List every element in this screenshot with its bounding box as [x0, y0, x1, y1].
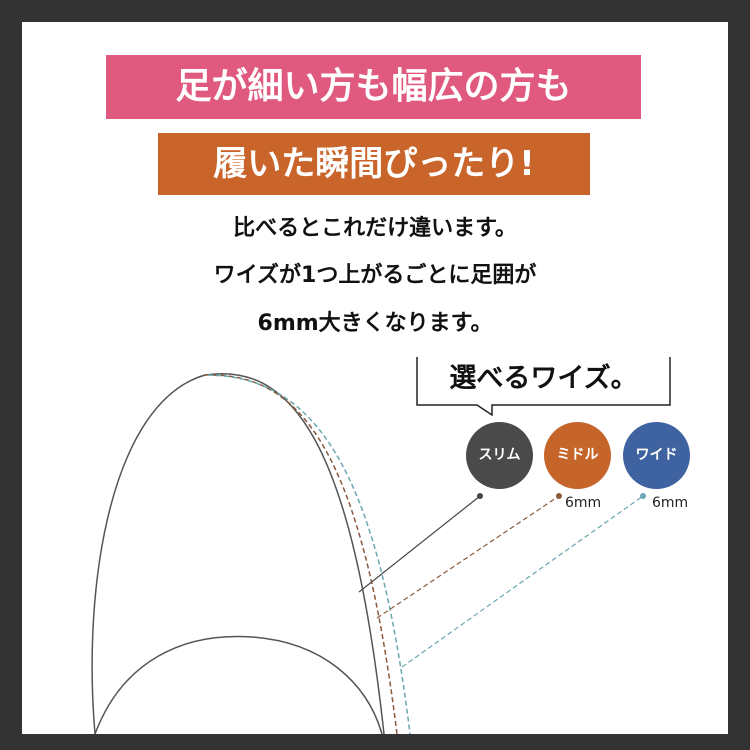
- wide-step-label: 6mm: [652, 495, 689, 511]
- callout-title: 選べるワイズ。: [449, 363, 638, 394]
- lead-line1: 比べるとこれだけ違います。: [233, 216, 517, 241]
- shoe-outline-diagram: [91, 357, 671, 734]
- headline-line2: 履いた瞬間ぴったり!: [158, 133, 590, 195]
- headline-line1: 足が細い方も幅広の方も: [106, 55, 641, 119]
- middle-step-label: 6mm: [565, 495, 602, 511]
- shoe-insole-outline: [94, 635, 383, 734]
- callout-bubble: [416, 357, 671, 417]
- wide-leader: [401, 495, 644, 668]
- width-middle-badge: ミドル: [544, 422, 611, 489]
- lead-line2: ワイズが1つ上がるごとに足囲が: [213, 263, 537, 288]
- shoe-middle-outline: [204, 374, 398, 734]
- lead-line3: 6mm大きくなります。: [257, 311, 493, 336]
- width-slim-badge: スリム: [466, 422, 533, 489]
- slim-leader: [358, 495, 481, 593]
- ad-panel: 足が細い方も幅広の方も 履いた瞬間ぴったり! 比べるとこれだけ違います。 ワイズ…: [22, 22, 728, 734]
- width-wide-badge: ワイド: [623, 422, 690, 489]
- shoe-wide-outline: [207, 374, 411, 734]
- shoe-slim-outline: [91, 373, 385, 734]
- middle-leader: [376, 495, 560, 619]
